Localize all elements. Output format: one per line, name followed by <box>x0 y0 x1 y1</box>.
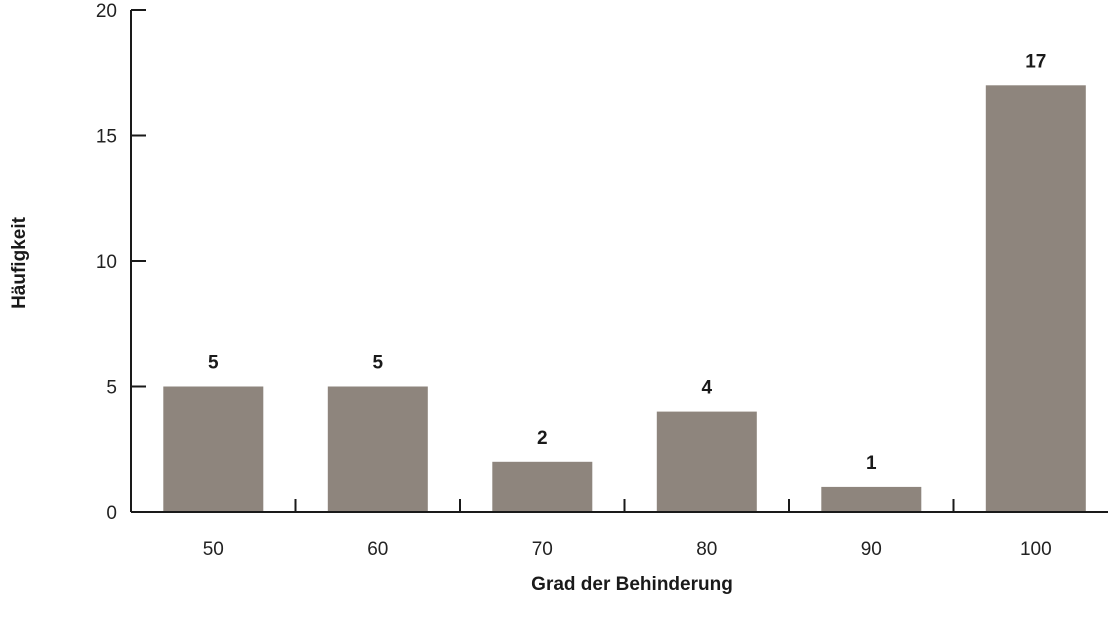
y-axis-title: Häufigkeit <box>9 216 30 309</box>
data-label-50: 5 <box>208 353 219 374</box>
data-label-80: 4 <box>702 378 713 399</box>
x-tick-label-80: 80 <box>696 539 717 560</box>
x-tick-label-90: 90 <box>861 539 882 560</box>
data-label-100: 17 <box>1025 51 1046 72</box>
y-tick-label-20: 20 <box>96 1 117 22</box>
bars-layer <box>163 85 1086 513</box>
bar-50 <box>163 386 264 512</box>
data-label-60: 5 <box>373 353 384 374</box>
x-tick-label-60: 60 <box>367 539 388 560</box>
y-tick-label-5: 5 <box>106 378 117 399</box>
x-tick-label-70: 70 <box>532 539 553 560</box>
y-tick-label-10: 10 <box>96 252 117 273</box>
axes-layer <box>130 9 1108 513</box>
y-tick-label-0: 0 <box>106 503 117 524</box>
bar-90 <box>821 486 922 512</box>
x-tick-label-100: 100 <box>1020 539 1052 560</box>
bar-60 <box>327 386 428 512</box>
data-label-90: 1 <box>866 453 877 474</box>
labels-layer: 5 50 5 60 2 70 4 80 1 90 17 100 0 5 10 15 20 <box>96 1 1052 560</box>
bar-100 <box>985 85 1086 513</box>
x-axis-title: Grad der Behinderung <box>531 574 733 595</box>
y-tick-label-15: 15 <box>96 127 117 148</box>
bar-70 <box>492 461 593 512</box>
data-label-70: 2 <box>537 428 548 449</box>
x-tick-label-50: 50 <box>203 539 224 560</box>
bar-80 <box>656 411 757 512</box>
